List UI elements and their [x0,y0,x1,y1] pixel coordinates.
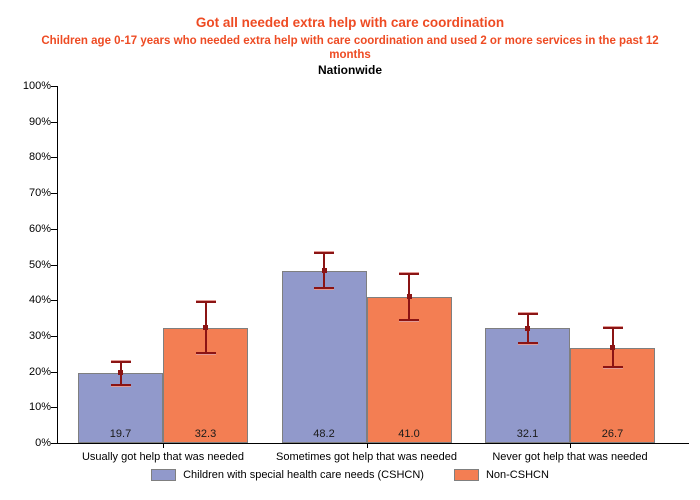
y-tick-label: 100% [22,80,51,92]
error-bar-cap-bottom [195,352,216,355]
y-tick [51,86,57,87]
error-bar-marker [525,325,530,331]
y-tick-label: 0% [35,437,51,449]
y-tick [51,264,57,266]
y-tick [51,157,57,159]
error-bar-cap-top [110,360,131,363]
bar-value-label: 48.2 [313,427,335,440]
bar: 48.2 [281,270,367,443]
y-tick [51,371,57,373]
legend-label: Non-CSHCN [485,469,549,481]
error-bar-marker [610,345,615,351]
error-bar-cap-bottom [110,383,131,386]
error-bar-cap-bottom-highlight [314,289,334,291]
chart-header: Got all needed extra help with care coor… [0,14,700,77]
y-tick [51,335,57,337]
y-tick [51,443,57,444]
y-tick-label: 80% [28,151,51,164]
y-tick [51,407,57,409]
y-tick-label: 50% [28,258,51,271]
x-tick [570,443,571,448]
error-bar-cap-top-highlight [602,325,623,327]
x-tick [163,443,164,448]
x-category-label: Never got help that was needed [492,451,648,463]
bar-value-label: 26.7 [601,427,624,440]
error-bar-cap-bottom-highlight [195,354,216,356]
error-bar-marker [118,370,123,376]
error-bar-marker [321,268,327,274]
y-axis-line [57,86,58,443]
y-tick-label: 20% [28,365,51,378]
bar-value-label: 32.3 [194,427,217,440]
y-tick [51,300,57,302]
error-bar-cap-bottom [602,366,623,369]
error-bar-cap-top [314,252,334,255]
bar: 32.1 [485,328,570,443]
error-bar-cap-top-highlight [314,251,334,253]
y-tick-label: 70% [28,187,51,200]
legend-swatch [151,469,177,481]
chart-title: Got all needed extra help with care coor… [195,15,505,30]
error-bar-cap-bottom-highlight [517,344,538,346]
region-label: Nationwide [317,63,382,77]
y-tick-label: 90% [28,115,51,128]
error-bar-cap-top-highlight [399,271,419,273]
error-bar-cap-top [195,301,216,304]
legend-label: Children with special health care needs … [183,469,424,481]
error-bar-marker [406,294,412,300]
y-tick [51,228,57,230]
error-bar-cap-bottom-highlight [110,385,131,387]
error-bar-cap-top [602,326,623,329]
error-bar-cap-bottom-highlight [602,368,623,370]
y-tick-label: 30% [28,329,51,342]
error-bar-cap-bottom [399,319,419,322]
y-tick-label: 60% [28,222,51,235]
chart-subtitle: Children age 0-17 years who needed extra… [41,35,659,61]
bar: 26.7 [570,347,655,443]
legend-item: Non-CSHCN [453,469,549,481]
y-tick-label: 40% [28,294,51,307]
bar-value-label: 41.0 [398,427,420,440]
x-category-label: Usually got help that was needed [81,451,245,463]
x-axis-line [57,443,689,444]
error-bar-cap-bottom [517,342,538,345]
error-bar-cap-top [399,272,419,275]
y-tick-label: 10% [28,401,51,414]
bar-value-label: 32.1 [516,427,539,440]
x-tick [366,443,368,448]
y-tick [51,193,57,195]
error-bar-cap-top [517,312,538,315]
legend: Children with special health care needs … [0,469,700,481]
error-bar-cap-top-highlight [110,359,131,361]
error-bar-marker [203,325,208,331]
error-bar-cap-bottom [314,287,334,290]
bar-value-label: 19.7 [109,427,132,440]
y-tick [51,121,57,123]
error-bar-cap-bottom-highlight [399,321,419,323]
legend-swatch [453,469,479,481]
error-bar-cap-top-highlight [517,311,538,313]
x-category-label: Sometimes got help that was needed [275,451,457,463]
legend-item: Children with special health care needs … [151,469,424,481]
error-bar-cap-top-highlight [195,300,216,302]
